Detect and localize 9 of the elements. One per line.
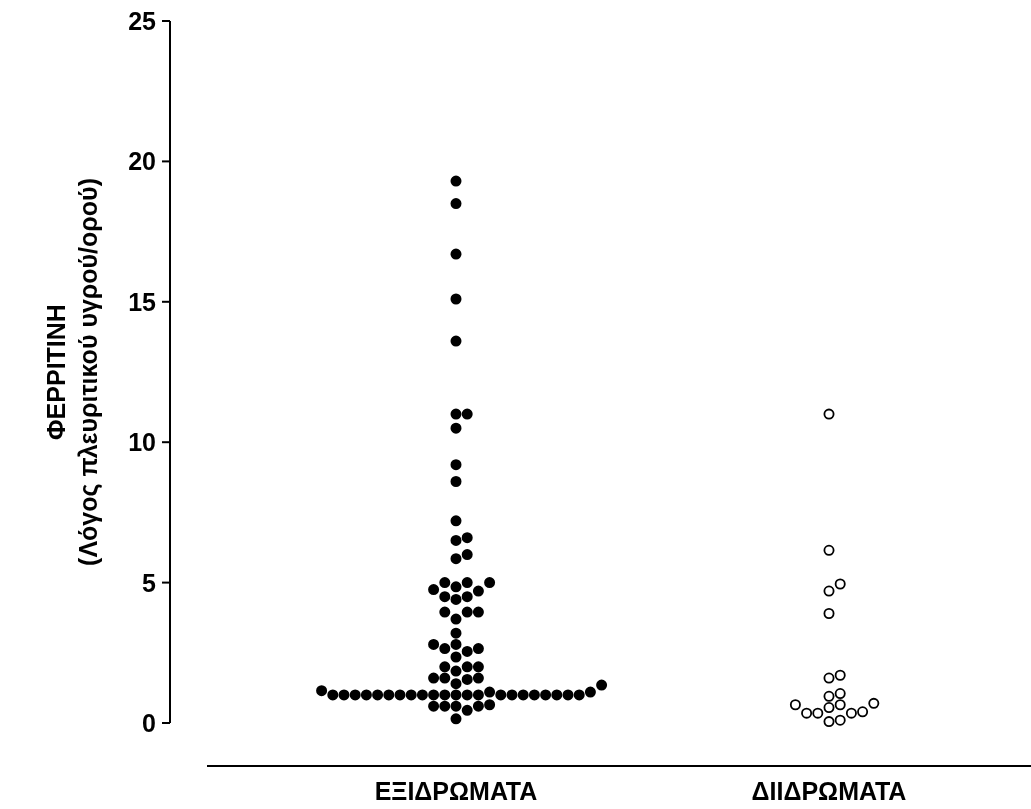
x-tick-label: ΕΞΙΔΡΩΜΑΤΑ (374, 777, 538, 805)
y-axis-title: ΦΕΡΡΙΤΙΝΗ (Λόγος πλευριτικού υγρού/ορού) (42, 178, 103, 566)
x-tick-label: ΔΙΙΔΡΩΜΑΤΑ (751, 777, 907, 805)
y-tick-label: 0 (142, 709, 156, 737)
y-tick-label: 15 (128, 287, 157, 316)
y-tick-label: 20 (128, 147, 156, 176)
y-tick-label: 10 (128, 428, 156, 457)
y-tick-label: 25 (128, 7, 157, 35)
y-tick-label: 5 (142, 568, 157, 597)
